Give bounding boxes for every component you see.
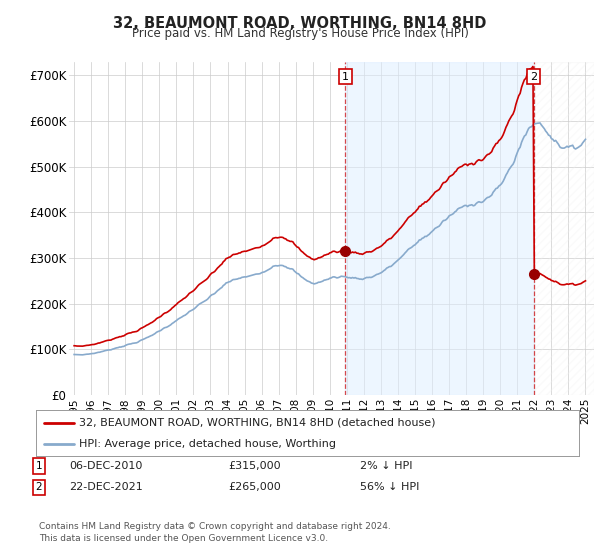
Text: Price paid vs. HM Land Registry's House Price Index (HPI): Price paid vs. HM Land Registry's House …: [131, 27, 469, 40]
Text: £315,000: £315,000: [228, 461, 281, 471]
Bar: [534, 62, 594, 395]
Text: 22-DEC-2021: 22-DEC-2021: [69, 482, 143, 492]
Text: 32, BEAUMONT ROAD, WORTHING, BN14 8HD (detached house): 32, BEAUMONT ROAD, WORTHING, BN14 8HD (d…: [79, 418, 436, 428]
Text: 2: 2: [530, 72, 538, 82]
Text: 1: 1: [35, 461, 43, 471]
Bar: [346, 62, 534, 395]
Text: 2: 2: [35, 482, 43, 492]
Text: 06-DEC-2010: 06-DEC-2010: [69, 461, 142, 471]
Text: 1: 1: [342, 72, 349, 82]
Text: £265,000: £265,000: [228, 482, 281, 492]
Text: 2% ↓ HPI: 2% ↓ HPI: [360, 461, 413, 471]
Text: 32, BEAUMONT ROAD, WORTHING, BN14 8HD: 32, BEAUMONT ROAD, WORTHING, BN14 8HD: [113, 16, 487, 31]
Text: HPI: Average price, detached house, Worthing: HPI: Average price, detached house, Wort…: [79, 439, 337, 449]
Text: Contains HM Land Registry data © Crown copyright and database right 2024.
This d: Contains HM Land Registry data © Crown c…: [39, 522, 391, 543]
Text: 56% ↓ HPI: 56% ↓ HPI: [360, 482, 419, 492]
